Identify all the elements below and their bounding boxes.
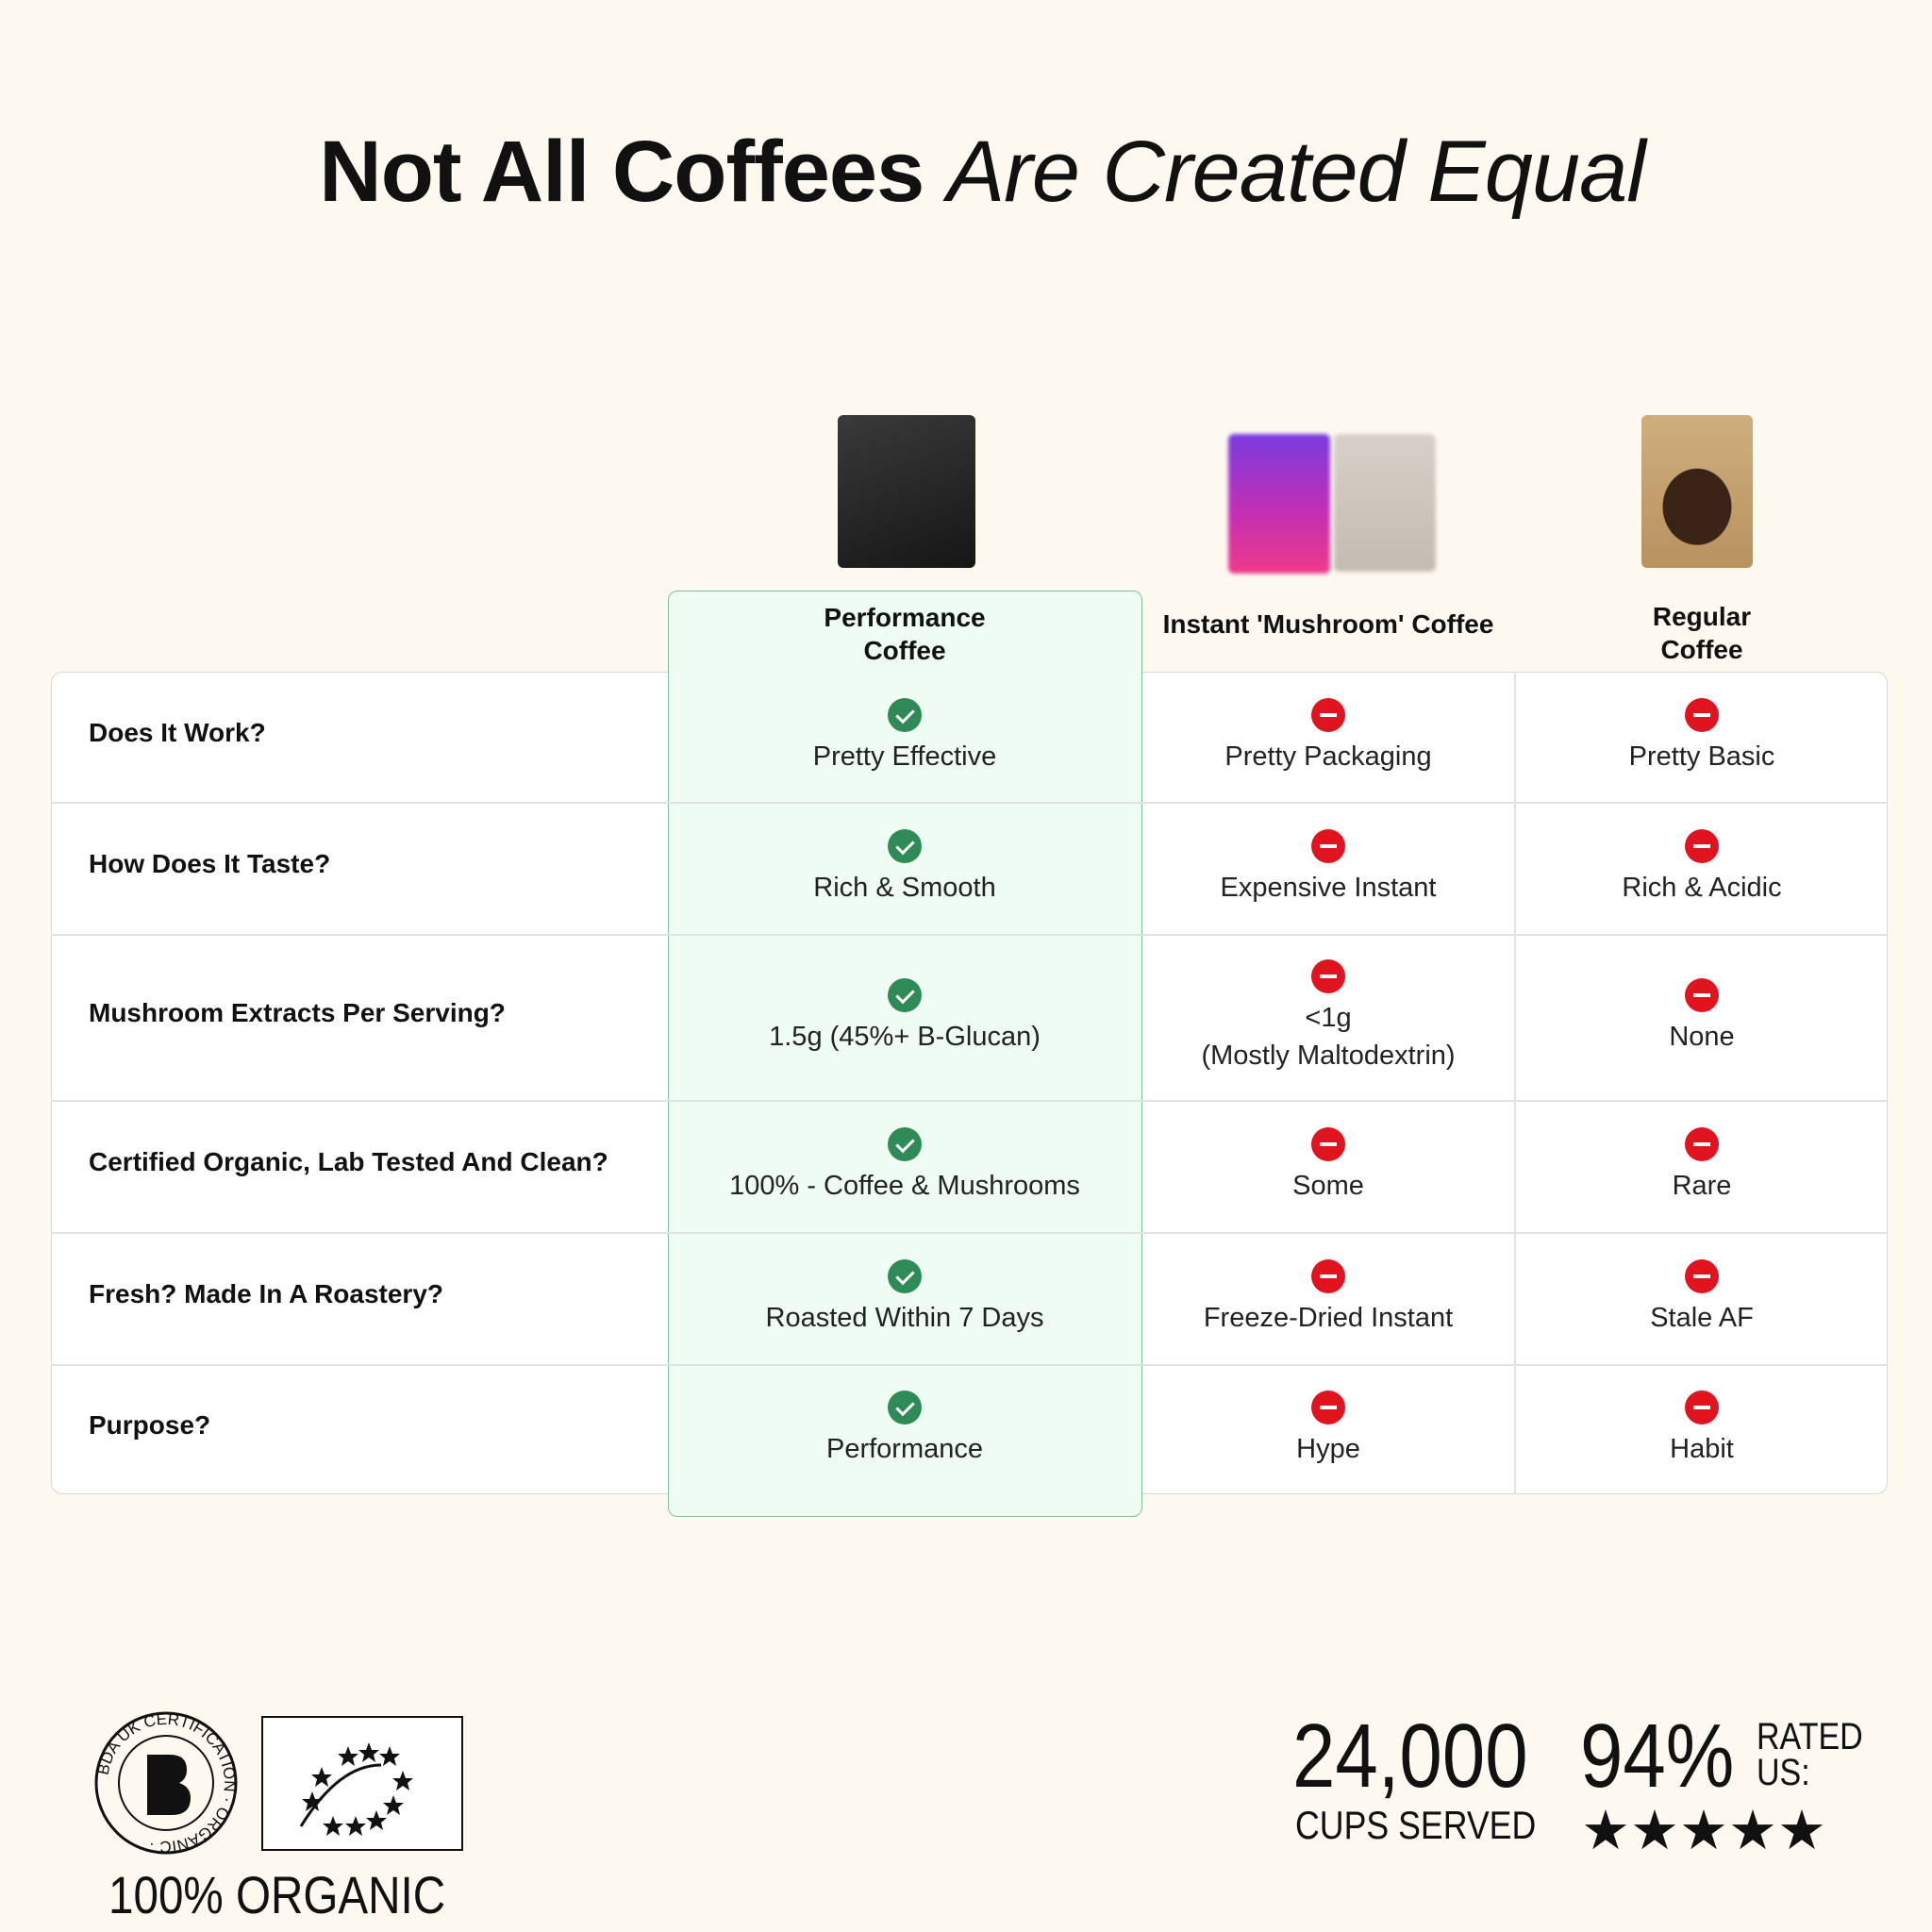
table-cell: Freeze-Dried Instant (1154, 1259, 1503, 1337)
row-label: Does It Work? (89, 718, 266, 747)
minus-circle-icon (1685, 978, 1719, 1012)
table-cell: Rare (1527, 1127, 1876, 1205)
cell-value: Performance (825, 1434, 983, 1464)
row-label: How Does It Taste? (89, 849, 331, 878)
column-header-performance: Performance Coffee (824, 603, 986, 665)
row-divider (51, 802, 1888, 804)
rated-label: RATED US: (1757, 1716, 1863, 1793)
cell-value: <1g (1305, 1003, 1352, 1033)
cups-count: 24,000 (1292, 1706, 1528, 1807)
title-italic: Are Created Equal (946, 124, 1646, 220)
minus-circle-icon (1685, 1391, 1719, 1424)
table-cell: Expensive Instant (1154, 829, 1503, 907)
table-cell: Pretty Effective (683, 698, 1126, 775)
table-cell: None (1527, 978, 1876, 1056)
check-circle-icon (888, 1391, 922, 1424)
regular-coffee-image (1641, 415, 1753, 568)
cups-label: CUPS SERVED (1295, 1803, 1537, 1847)
star-icon: ★ (1728, 1800, 1777, 1861)
row-label: Fresh? Made In A Roastery? (89, 1279, 444, 1308)
table-cell: Some (1154, 1127, 1503, 1205)
cell-value: Rich & Acidic (1622, 873, 1782, 903)
check-circle-icon (888, 829, 922, 863)
rating-percent: 94% (1580, 1706, 1735, 1807)
cell-value: None (1669, 1022, 1735, 1052)
check-circle-icon (888, 1127, 922, 1161)
eu-organic-logo (261, 1716, 463, 1851)
star-icon: ★ (1581, 1800, 1630, 1861)
minus-circle-icon (1311, 1391, 1345, 1424)
column-header-instant: Instant 'Mushroom' Coffee (1162, 609, 1494, 639)
cell-value: Expensive Instant (1220, 873, 1437, 903)
cell-value: 100% - Coffee & Mushrooms (729, 1171, 1080, 1201)
column-header-regular: Regular Coffee (1652, 602, 1752, 664)
table-cell: 100% - Coffee & Mushrooms (683, 1127, 1126, 1205)
cell-value: Stale AF (1650, 1303, 1754, 1333)
check-circle-icon (888, 698, 922, 732)
rating-stars: ★★★★★ (1581, 1804, 1826, 1873)
minus-circle-icon (1311, 1127, 1345, 1161)
star-icon: ★ (1777, 1800, 1826, 1861)
highlighted-column (668, 591, 1142, 1517)
table-cell: Hype (1154, 1391, 1503, 1468)
table-cell: Rich & Smooth (683, 829, 1126, 907)
cell-value: Pretty Basic (1628, 741, 1775, 772)
table-cell: Performance (683, 1391, 1126, 1468)
bda-organic-logo: BDA UK CERTIFICATION · ORGANIC · (94, 1710, 240, 1856)
page-title: Not All Coffees Are Created Equal (0, 123, 1932, 222)
instant-mushroom-coffee-image-2 (1334, 434, 1436, 572)
check-circle-icon (888, 1259, 922, 1293)
cell-value: Pretty Packaging (1224, 741, 1432, 772)
organic-label: 100% ORGANIC (108, 1865, 446, 1924)
cell-value: Pretty Effective (812, 741, 997, 772)
row-divider (51, 1100, 1888, 1102)
minus-circle-icon (1311, 1259, 1345, 1293)
cell-value: 1.5g (45%+ B-Glucan) (769, 1022, 1041, 1052)
table-cell: Rich & Acidic (1527, 829, 1876, 907)
star-icon: ★ (1630, 1800, 1679, 1861)
performance-coffee-image (838, 415, 975, 568)
cell-value: Rich & Smooth (813, 873, 996, 903)
row-divider (51, 1232, 1888, 1234)
table-cell: <1g (Mostly Maltodextrin) (1154, 959, 1503, 1074)
table-cell: Stale AF (1527, 1259, 1876, 1337)
cell-value: Freeze-Dried Instant (1203, 1303, 1454, 1333)
cell-value: Some (1292, 1171, 1364, 1201)
row-label: Mushroom Extracts Per Serving? (89, 998, 506, 1027)
title-bold: Not All Coffees (319, 124, 924, 220)
cell-value: (Mostly Maltodextrin) (1201, 1041, 1456, 1071)
row-label: Certified Organic, Lab Tested And Clean? (89, 1147, 608, 1176)
table-cell: Habit (1527, 1391, 1876, 1468)
row-divider (51, 1364, 1888, 1366)
cell-value: Rare (1672, 1171, 1732, 1201)
minus-circle-icon (1311, 829, 1345, 863)
minus-circle-icon (1685, 1127, 1719, 1161)
minus-circle-icon (1685, 829, 1719, 863)
table-cell: Pretty Basic (1527, 698, 1876, 775)
column-divider (1514, 672, 1516, 1494)
row-label: Purpose? (89, 1410, 211, 1440)
minus-circle-icon (1311, 698, 1345, 732)
table-cell: Pretty Packaging (1154, 698, 1503, 775)
minus-circle-icon (1685, 698, 1719, 732)
table-cell: 1.5g (45%+ B-Glucan) (683, 978, 1126, 1056)
row-divider (51, 934, 1888, 936)
instant-mushroom-coffee-image (1228, 434, 1330, 574)
table-cell: Roasted Within 7 Days (683, 1259, 1126, 1337)
cell-value: Habit (1670, 1434, 1734, 1464)
star-icon: ★ (1679, 1800, 1728, 1861)
cell-value: Roasted Within 7 Days (765, 1303, 1044, 1333)
cell-value: Hype (1296, 1434, 1360, 1464)
check-circle-icon (888, 978, 922, 1012)
minus-circle-icon (1685, 1259, 1719, 1293)
minus-circle-icon (1311, 959, 1345, 993)
